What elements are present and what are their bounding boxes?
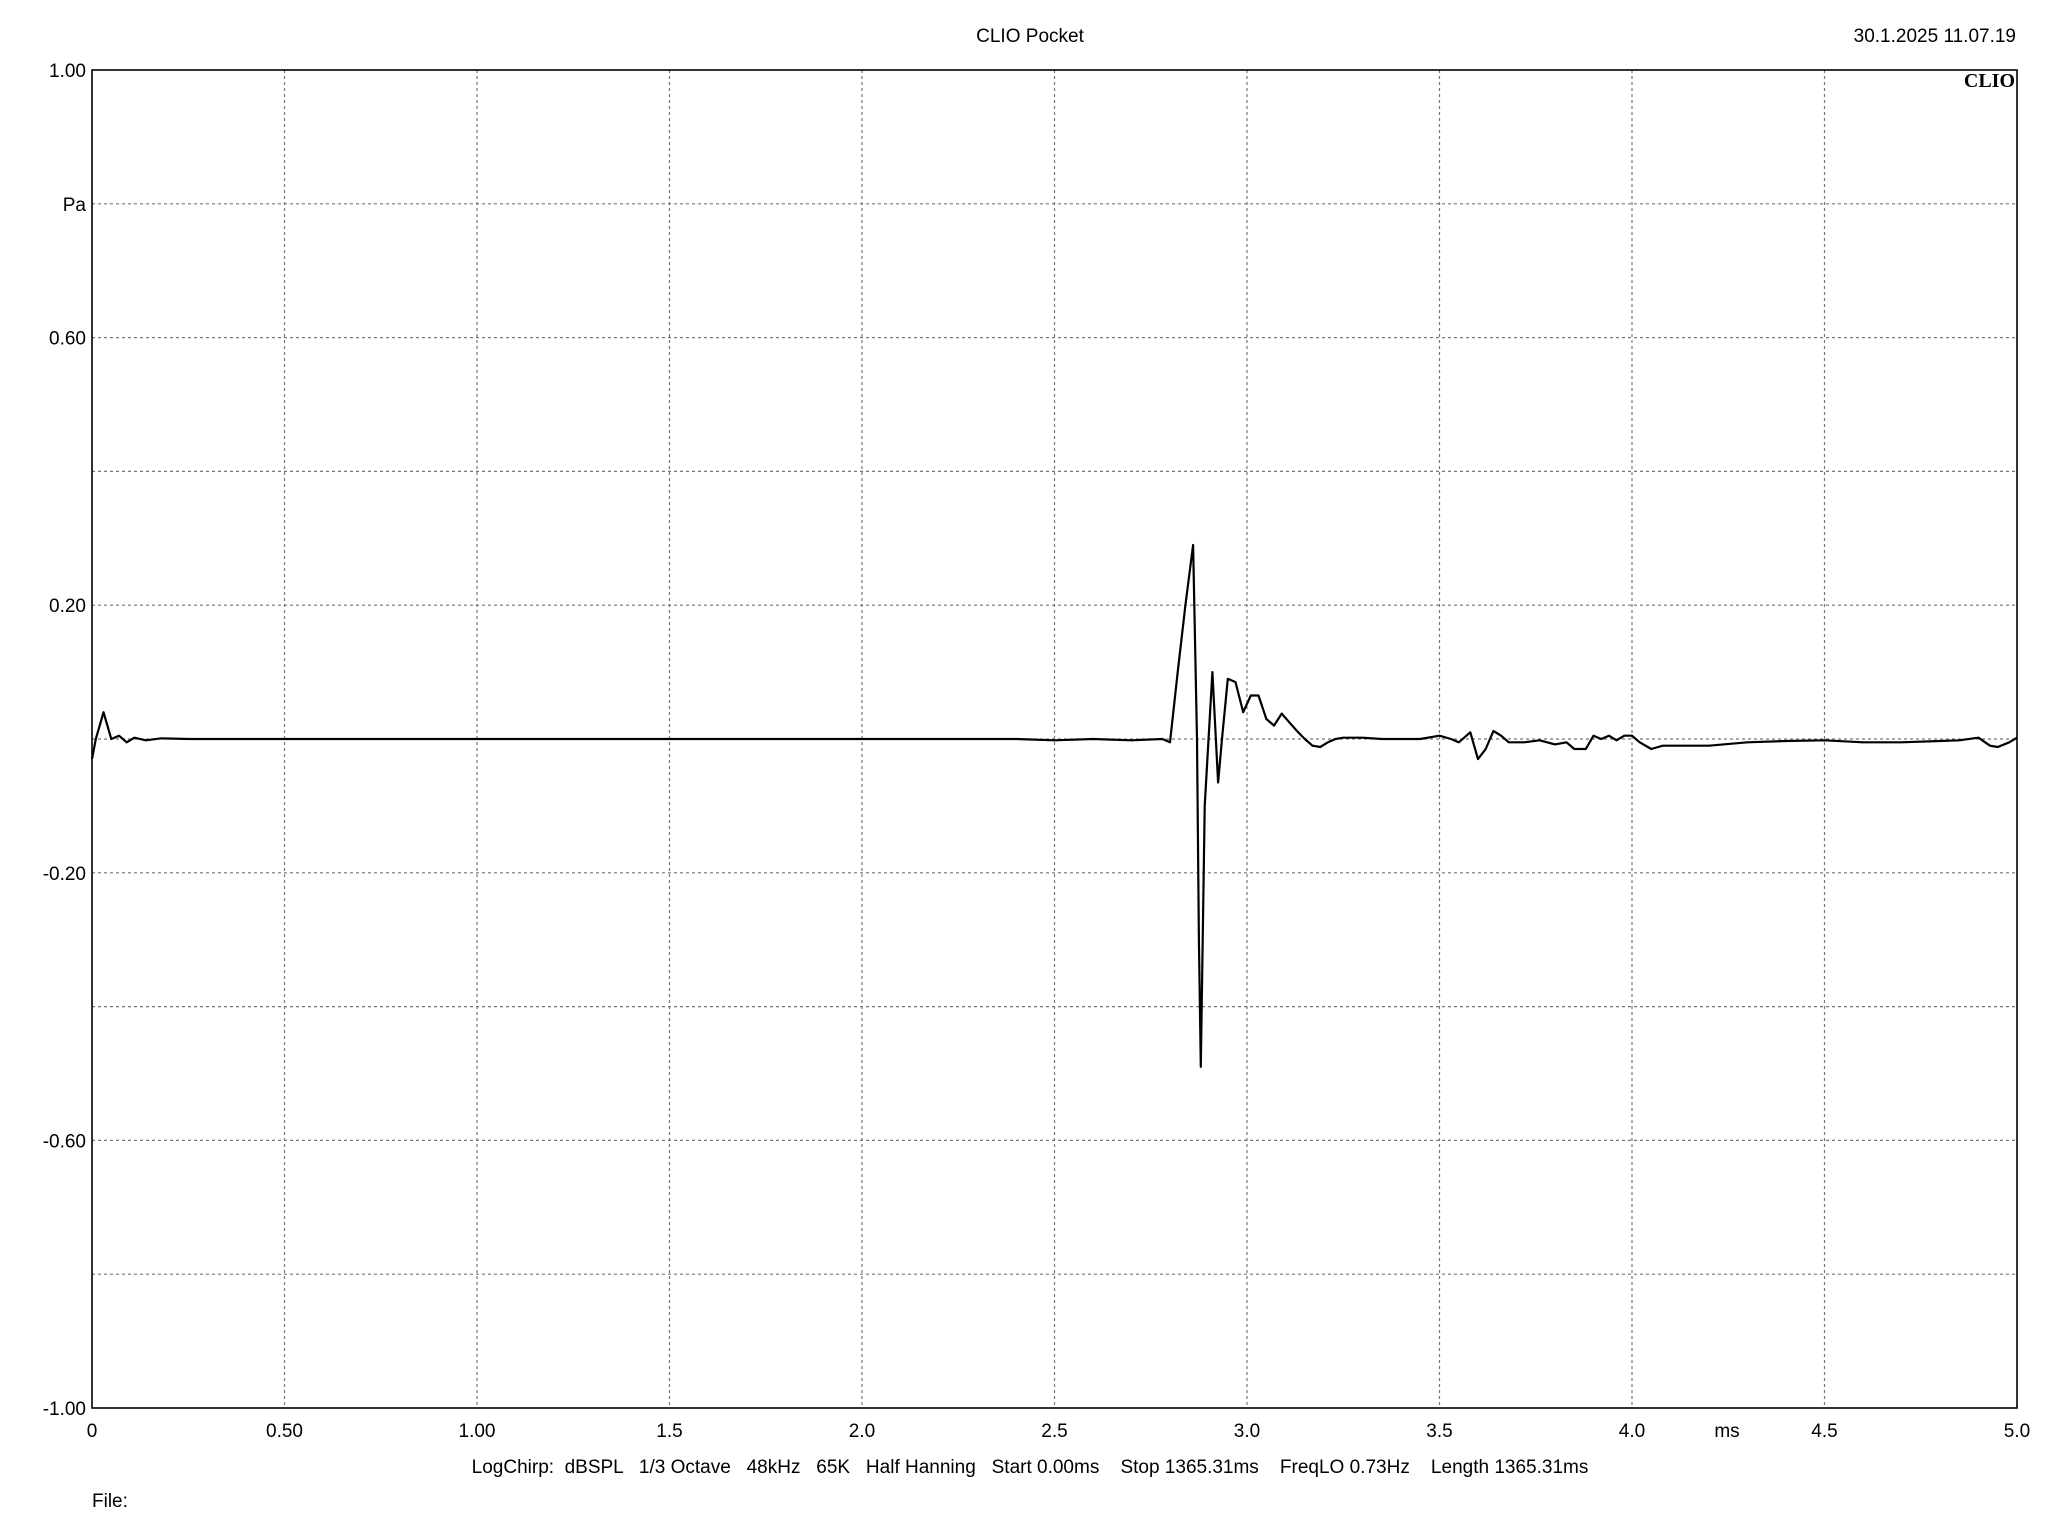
series-line-1 <box>90 543 2018 1068</box>
y-tick-label: 1.00 <box>49 61 86 82</box>
x-tick-label: 1.00 <box>459 1421 496 1442</box>
x-tick-label: 5.0 <box>2004 1421 2030 1442</box>
x-axis-unit-label: ms <box>1714 1421 1739 1442</box>
y-tick-label: -1.00 <box>43 1399 86 1420</box>
y-tick-label: -0.60 <box>43 1131 86 1152</box>
x-tick-label: 3.5 <box>1426 1421 1452 1442</box>
clio-logo: CLIO <box>1964 70 2015 92</box>
y-tick-label: 0.60 <box>49 329 86 350</box>
plot-frame <box>91 69 2018 1409</box>
x-axis-ticks: 0 0.50 1.00 1.5 2.0 2.5 3.0 3.5 4.0 4.5 5.0 <box>87 1421 2031 1442</box>
x-tick-label: 0.50 <box>266 1421 303 1442</box>
y-axis-ticks: 1.00 0.60 0.20 -0.20 -0.60 -1.00 <box>43 61 86 1420</box>
x-tick-label: 2.5 <box>1041 1421 1067 1442</box>
x-tick-label: 4.0 <box>1619 1421 1645 1442</box>
y-tick-label: 0.20 <box>49 596 86 617</box>
x-tick-label: 0 <box>87 1421 98 1442</box>
x-tick-label: 1.5 <box>656 1421 682 1442</box>
timestamp: 30.1.2025 11.07.19 <box>1854 26 2016 47</box>
x-tick-label: 3.0 <box>1234 1421 1260 1442</box>
measurement-settings: LogChirp: dBSPL 1/3 Octave 48kHz 65K Hal… <box>472 1457 1589 1478</box>
y-axis-unit-label: Pa <box>63 195 87 216</box>
series-layer <box>90 543 2018 1068</box>
y-tick-label: -0.20 <box>43 864 86 885</box>
x-tick-label: 2.0 <box>849 1421 875 1442</box>
file-label: File: <box>92 1491 128 1512</box>
chart-title: CLIO Pocket <box>976 26 1084 47</box>
x-tick-label: 4.5 <box>1811 1421 1837 1442</box>
grid-lines <box>92 70 2017 1408</box>
